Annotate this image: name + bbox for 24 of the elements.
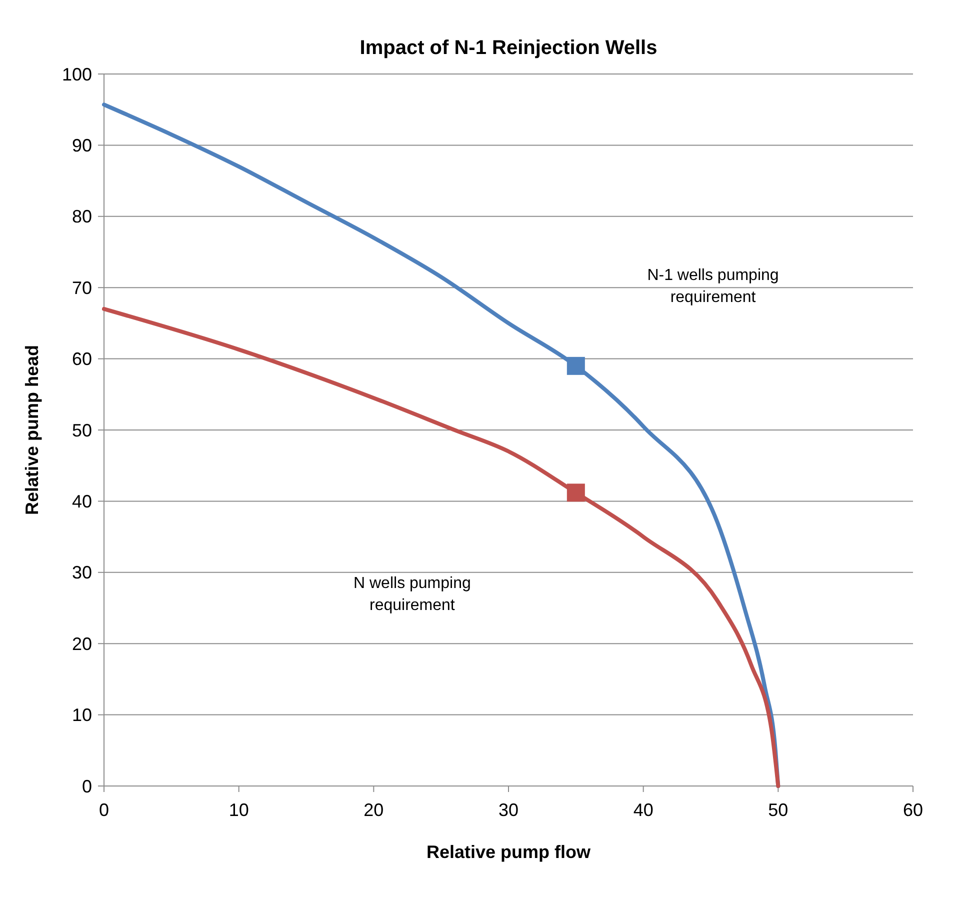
x-tick-label: 60 bbox=[902, 800, 924, 820]
y-tick-label: 0 bbox=[82, 776, 92, 796]
x-tick-label: 0 bbox=[98, 800, 110, 820]
x-tick-label: 10 bbox=[228, 800, 249, 820]
y-tick-label: 10 bbox=[72, 705, 92, 726]
y-tick-label: 90 bbox=[72, 136, 92, 156]
x-tick-label: 30 bbox=[498, 800, 519, 820]
x-tick-label: 40 bbox=[633, 800, 654, 820]
y-tick-label: 80 bbox=[72, 206, 92, 227]
line-series bbox=[102, 306, 780, 788]
y-axis-title: Relative pump head bbox=[22, 344, 42, 516]
annotation: N-1 wells pumping requirement bbox=[647, 266, 779, 306]
y-tick-label: 100 bbox=[62, 64, 92, 84]
x-tick-label: 50 bbox=[768, 800, 788, 820]
y-tick-label: 40 bbox=[72, 492, 92, 512]
x-axis-title: Relative pump flow bbox=[426, 842, 592, 862]
y-tick-label: 30 bbox=[72, 562, 92, 583]
annotation: N wells pumping requirement bbox=[354, 574, 471, 614]
y-tick-label: 50 bbox=[72, 420, 92, 440]
x-tick-label: 20 bbox=[364, 800, 384, 820]
y-tick-label: 60 bbox=[72, 349, 92, 370]
chart-title: Impact of N-1 Reinjection Wells bbox=[360, 37, 658, 59]
y-tick-label: 20 bbox=[72, 634, 92, 654]
y-tick-label: 70 bbox=[72, 278, 92, 298]
